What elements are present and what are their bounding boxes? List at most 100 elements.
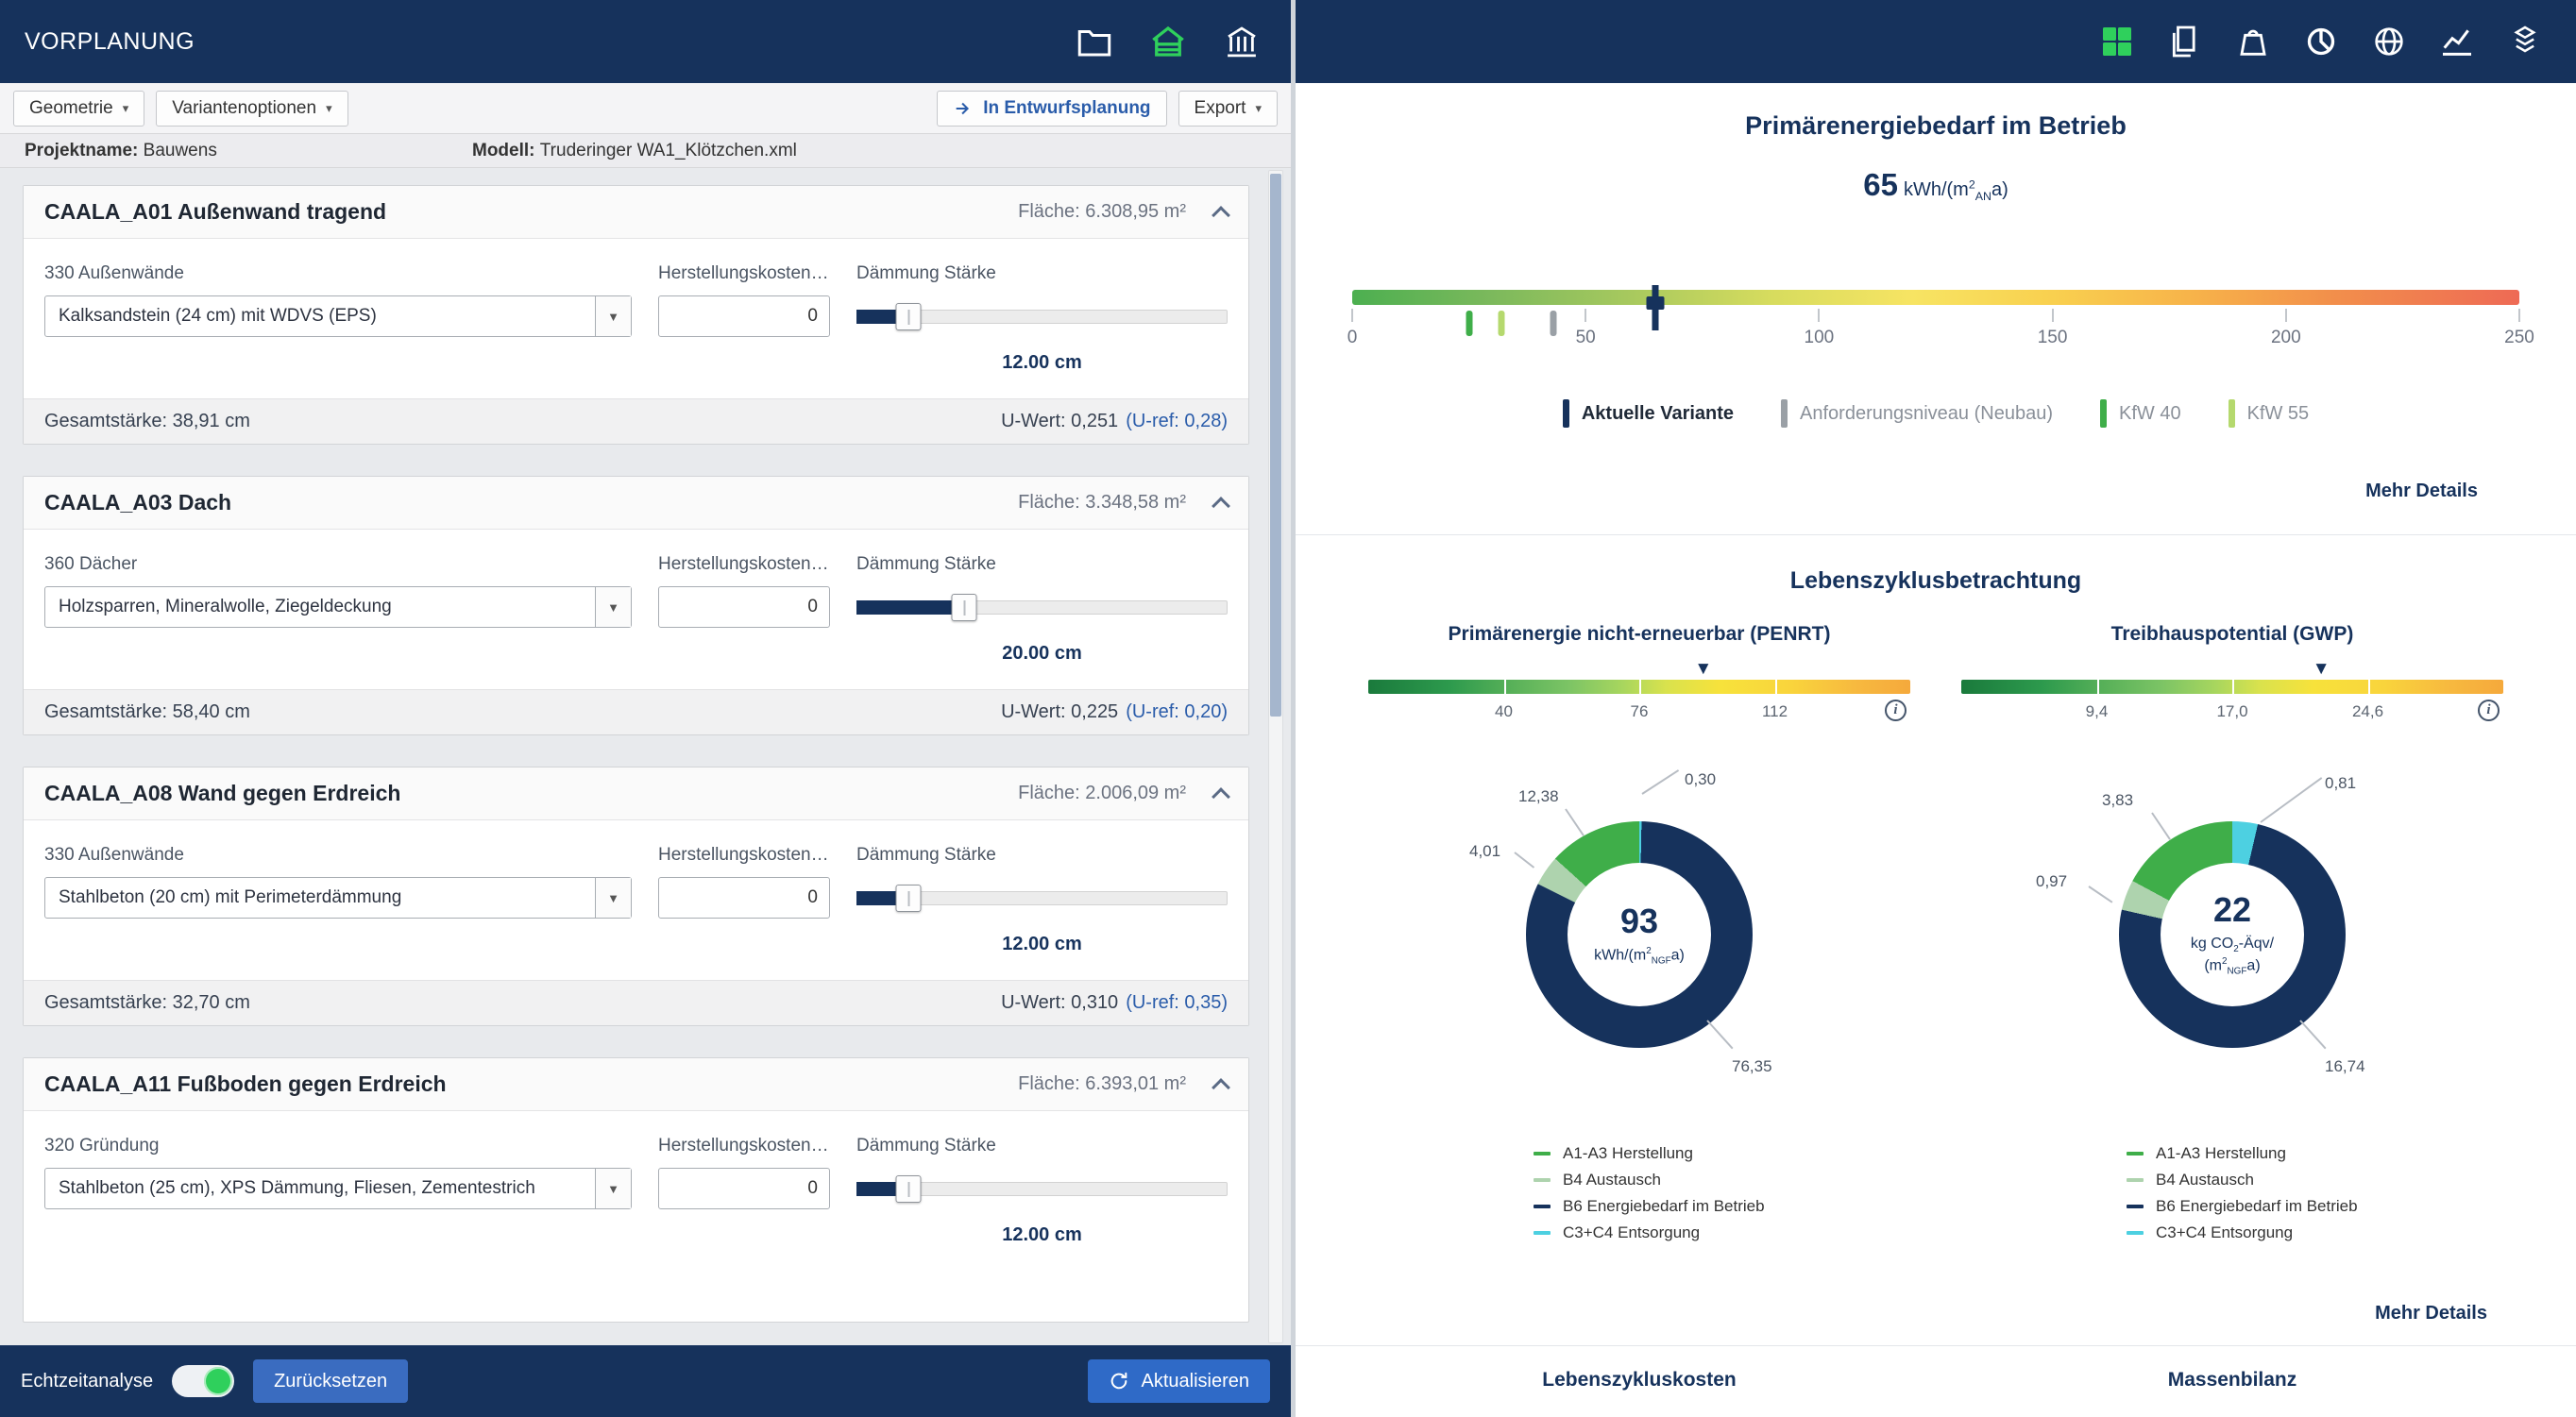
mehr-details-link[interactable]: Mehr Details: [2365, 481, 2478, 501]
legend-item: A1-A3 Herstellung: [2127, 1144, 2516, 1163]
eco-house-icon[interactable]: [1144, 17, 1193, 66]
slider-fill: [856, 310, 909, 324]
component-label: 360 Dächer: [44, 554, 138, 574]
donut-chart-icon[interactable]: [2298, 19, 2344, 64]
daemmung-value: 20.00 cm: [1002, 643, 1082, 664]
slider-thumb[interactable]: [895, 885, 922, 912]
geometrie-dropdown[interactable]: Geometrie ▾: [13, 90, 145, 127]
project-name: Projektname: Bauwens: [25, 140, 217, 160]
legend-item-aktuelle-variante: Aktuelle Variante: [1562, 399, 1734, 428]
in-entwurfsplanung-button[interactable]: In Entwurfsplanung: [937, 90, 1167, 127]
peb-unit: kWh/(m2ANa): [1903, 177, 2008, 203]
variantenoptionen-dropdown[interactable]: Variantenoptionen ▾: [156, 90, 348, 127]
section-header[interactable]: CAALA_A03 Dach Fläche: 3.348,58 m²: [24, 477, 1248, 530]
weight-icon[interactable]: [2230, 19, 2276, 64]
variantenoptionen-label: Variantenoptionen: [172, 97, 317, 118]
component-select[interactable]: Stahlbeton (25 cm), XPS Dämmung, Fliesen…: [44, 1168, 632, 1209]
slider-thumb[interactable]: [951, 594, 977, 621]
scale-marker-icon: ▼: [2312, 659, 2330, 679]
section-caala-a08: CAALA_A08 Wand gegen Erdreich Fläche: 2.…: [23, 767, 1249, 1026]
folder-icon[interactable]: [1070, 17, 1119, 66]
slider-thumb[interactable]: [895, 303, 922, 330]
penrt-scale: ▼ 40 76 112 i: [1368, 659, 1910, 738]
penrt-donut-chart[interactable]: 93 kWh/(m2NGFa): [1526, 821, 1753, 1048]
daemmung-slider[interactable]: [856, 586, 1228, 628]
daemmung-slider[interactable]: [856, 1168, 1228, 1209]
donut-center-value: 22: [2212, 890, 2252, 930]
chevron-up-icon[interactable]: [1212, 1077, 1230, 1097]
section-header[interactable]: CAALA_A08 Wand gegen Erdreich Fläche: 2.…: [24, 768, 1248, 820]
zuruecksetzen-button[interactable]: Zurücksetzen: [253, 1359, 409, 1403]
echtzeitanalyse-toggle[interactable]: [172, 1365, 235, 1397]
peb-value: 65 kWh/(m2ANa): [1352, 167, 2519, 203]
building-icon[interactable]: [1217, 17, 1266, 66]
left-header-icons: [1070, 17, 1266, 66]
right-header: [1296, 0, 2576, 83]
section-header[interactable]: CAALA_A01 Außenwand tragend Fläche: 6.30…: [24, 186, 1248, 239]
section-caala-a01: CAALA_A01 Außenwand tragend Fläche: 6.30…: [23, 185, 1249, 445]
cost-input[interactable]: [658, 295, 830, 337]
gwp-donut-chart[interactable]: 22 kg CO2-Äqv/ (m2NGFa): [2119, 821, 2346, 1048]
aktualisieren-label: Aktualisieren: [1141, 1370, 1249, 1392]
chevron-down-icon[interactable]: ▼: [595, 587, 631, 627]
chevron-down-icon[interactable]: ▼: [595, 1169, 631, 1208]
penrt-gradient-bar: [1368, 680, 1910, 694]
peb-number: 65: [1863, 167, 1898, 202]
marker-aktuelle-variante[interactable]: [1646, 285, 1665, 330]
info-icon[interactable]: i: [2478, 700, 2500, 721]
penrt-donut-wrap: 93 kWh/(m2NGFa) 0,30 76,35 4,01 12: [1356, 746, 1923, 1142]
component-select[interactable]: Kalksandstein (24 cm) mit WDVS (EPS) ▼: [44, 295, 632, 337]
section-title: CAALA_A01 Außenwand tragend: [44, 199, 387, 224]
gesamtstaerke-text: Gesamtstärke: 58,40 cm: [44, 701, 250, 722]
slider-fill: [856, 891, 909, 905]
u-ref-text: (U-ref: 0,28): [1126, 411, 1228, 431]
daemmung-slider[interactable]: [856, 877, 1228, 919]
globe-icon[interactable]: [2366, 19, 2412, 64]
export-dropdown[interactable]: Export ▾: [1178, 90, 1278, 127]
chevron-down-icon: ▾: [1255, 100, 1262, 115]
geometrie-label: Geometrie: [29, 97, 113, 118]
primaerenergiebedarf-section: Primärenergiebedarf im Betrieb 65 kWh/(m2…: [1296, 83, 2576, 502]
gwp-gradient-bar: [1961, 680, 2503, 694]
scrollbar[interactable]: [1268, 170, 1283, 1343]
info-icon[interactable]: i: [1885, 700, 1907, 721]
documents-icon[interactable]: [2162, 19, 2208, 64]
cost-input[interactable]: [658, 1168, 830, 1209]
slider-fill: [856, 600, 964, 615]
chevron-down-icon[interactable]: ▼: [595, 878, 631, 918]
component-select[interactable]: Stahlbeton (20 cm) mit Perimeterdämmung …: [44, 877, 632, 919]
chevron-down-icon: ▾: [122, 100, 129, 115]
daemmung-slider[interactable]: [856, 295, 1228, 337]
left-footer: Echtzeitanalyse Zurücksetzen Aktualisier…: [0, 1345, 1291, 1417]
scrollbar-thumb[interactable]: [1270, 174, 1281, 717]
lzk-title: Lebenszykluskosten: [1542, 1369, 1737, 1391]
penrt-column: Primärenergie nicht-erneuerbar (PENRT) ▼…: [1343, 623, 1936, 1250]
section-title: CAALA_A08 Wand gegen Erdreich: [44, 781, 401, 805]
section-body: 330 Außenwände Stahlbeton (20 cm) mit Pe…: [24, 820, 1248, 980]
segment-label: 4,01: [1469, 842, 1501, 860]
cost-input[interactable]: [658, 586, 830, 628]
slider-thumb[interactable]: [895, 1175, 922, 1203]
cost-input[interactable]: [658, 877, 830, 919]
line-chart-icon[interactable]: [2434, 19, 2480, 64]
scale-label: 76: [1630, 702, 1649, 720]
mehr-details-link[interactable]: Mehr Details: [2375, 1303, 2487, 1324]
chevron-down-icon[interactable]: ▼: [595, 296, 631, 336]
component-select-value: Kalksandstein (24 cm) mit WDVS (EPS): [59, 306, 377, 326]
chevron-up-icon[interactable]: [1212, 496, 1230, 515]
left-header: VORPLANUNG: [0, 0, 1291, 83]
aktualisieren-button[interactable]: Aktualisieren: [1088, 1359, 1270, 1403]
section-header[interactable]: CAALA_A11 Fußboden gegen Erdreich Fläche…: [24, 1058, 1248, 1111]
segment-label: 0,81: [2325, 774, 2357, 792]
chevron-up-icon[interactable]: [1212, 205, 1230, 225]
dashboard-grid-icon[interactable]: [2094, 19, 2140, 64]
layers-icon[interactable]: [2502, 19, 2548, 64]
component-select[interactable]: Holzsparren, Mineralwolle, Ziegeldeckung…: [44, 586, 632, 628]
legend-item-anforderungsniveau: Anforderungsniveau (Neubau): [1781, 399, 2053, 428]
donut-center: 22 kg CO2-Äqv/ (m2NGFa): [2161, 863, 2304, 1006]
axis-tick: 150: [2038, 309, 2067, 347]
chevron-up-icon[interactable]: [1212, 786, 1230, 806]
analysis-panel: Primärenergiebedarf im Betrieb 65 kWh/(m2…: [1296, 0, 2576, 1417]
donut-center-value: 93: [1619, 901, 1659, 940]
scale-legend: Aktuelle Variante Anforderungsniveau (Ne…: [1352, 399, 2519, 428]
